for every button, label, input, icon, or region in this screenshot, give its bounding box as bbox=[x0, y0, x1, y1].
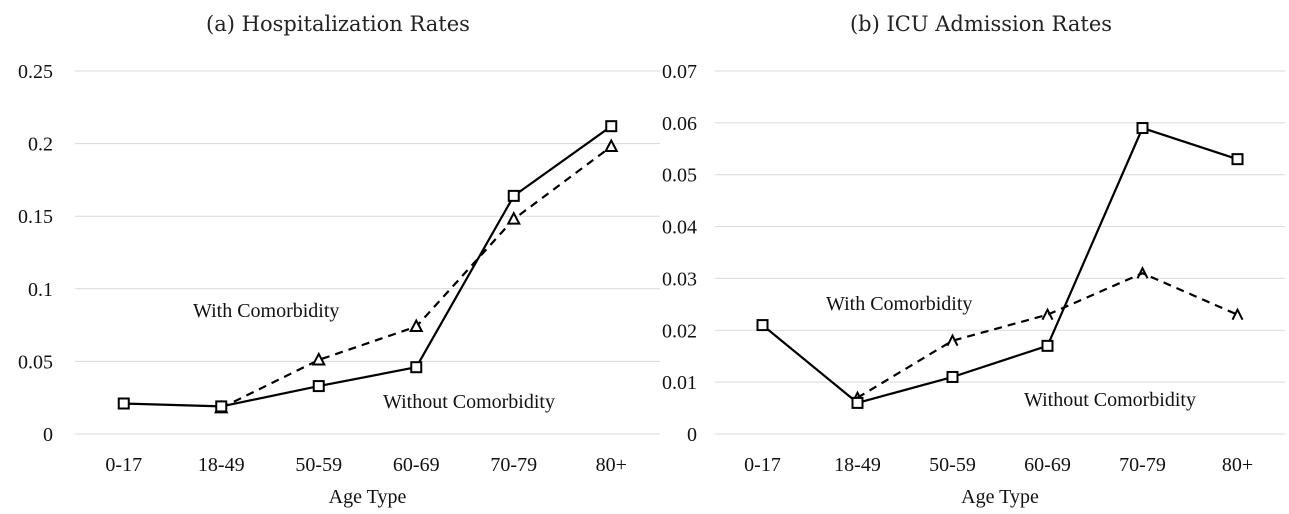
series-label: Without Comorbidity bbox=[1024, 389, 1196, 411]
y-tick-label: 0.25 bbox=[18, 61, 53, 83]
series-without-comorbidity bbox=[117, 120, 618, 413]
y-tick-label: 0.05 bbox=[18, 351, 53, 373]
y-tick-label: 0.03 bbox=[662, 268, 697, 290]
y-tick-label: 0 bbox=[687, 424, 697, 446]
data-point-marker bbox=[1041, 339, 1054, 352]
x-tick-label: 0-17 bbox=[105, 454, 142, 476]
x-tick-label: 18-49 bbox=[198, 454, 245, 476]
x-tick-label: 60-69 bbox=[1024, 454, 1071, 476]
data-point-marker bbox=[605, 120, 618, 133]
x-axis-label: Age Type bbox=[961, 486, 1039, 508]
series-label: With Comorbidity bbox=[826, 293, 972, 315]
y-tick-label: 0.01 bbox=[662, 372, 697, 394]
data-point-marker bbox=[1136, 122, 1149, 135]
data-point-marker bbox=[1136, 266, 1149, 279]
series-label: Without Comorbidity bbox=[383, 391, 555, 413]
data-point-marker bbox=[851, 396, 864, 409]
data-point-marker bbox=[946, 333, 959, 347]
data-point-marker bbox=[506, 210, 521, 225]
series-label: With Comorbidity bbox=[193, 300, 339, 322]
y-tick-label: 0.15 bbox=[18, 206, 53, 228]
series-without-comorbidity bbox=[756, 122, 1244, 409]
x-tick-label: 80+ bbox=[1222, 454, 1253, 476]
x-axis-label: Age Type bbox=[329, 486, 407, 508]
chart-panel-icu: (b) ICU Admission Rates 0 0.01 0.02 0.03 0.04… bbox=[662, 12, 1285, 508]
data-point-marker bbox=[756, 319, 769, 332]
x-tick-label: 70-79 bbox=[1119, 454, 1166, 476]
data-point-marker bbox=[312, 380, 325, 393]
series-with-comorbidity bbox=[214, 138, 619, 414]
data-point-marker bbox=[311, 351, 326, 366]
y-tick-label: 0.05 bbox=[662, 165, 697, 187]
x-tick-label: 60-69 bbox=[393, 454, 440, 476]
y-tick-label: 0.06 bbox=[662, 113, 697, 135]
chart-title: (b) ICU Admission Rates bbox=[850, 12, 1112, 36]
x-tick-label: 70-79 bbox=[490, 454, 537, 476]
data-point-marker bbox=[117, 397, 130, 410]
x-tick-label: 18-49 bbox=[834, 454, 881, 476]
y-tick-label: 0.07 bbox=[662, 61, 697, 83]
series-line bbox=[761, 126, 1238, 404]
chart-title: (a) Hospitalization Rates bbox=[206, 12, 470, 36]
data-point-marker bbox=[409, 318, 424, 333]
data-point-marker bbox=[215, 400, 228, 413]
data-point-marker bbox=[604, 138, 619, 153]
data-point-marker bbox=[946, 370, 959, 383]
data-point-marker bbox=[1041, 307, 1054, 321]
x-tick-label: 50-59 bbox=[929, 454, 976, 476]
series-line bbox=[856, 272, 1238, 399]
chart-panel-hospitalization: (a) Hospitalization Rates 0 0.05 0.1 0.15 0.2… bbox=[18, 12, 660, 508]
y-tick-label: 0.2 bbox=[28, 134, 53, 156]
data-point-marker bbox=[1231, 307, 1244, 321]
y-tick-label: 0.02 bbox=[662, 320, 697, 342]
x-tick-label: 50-59 bbox=[295, 454, 342, 476]
y-tick-label: 0 bbox=[43, 424, 53, 446]
y-tick-label: 0.04 bbox=[662, 217, 697, 239]
data-point-marker bbox=[1231, 153, 1244, 166]
series-line bbox=[123, 125, 612, 408]
data-point-marker bbox=[410, 361, 423, 374]
x-tick-label: 80+ bbox=[596, 454, 627, 476]
y-tick-label: 0.1 bbox=[28, 279, 53, 301]
x-tick-label: 0-17 bbox=[744, 454, 781, 476]
data-point-marker bbox=[507, 189, 520, 202]
